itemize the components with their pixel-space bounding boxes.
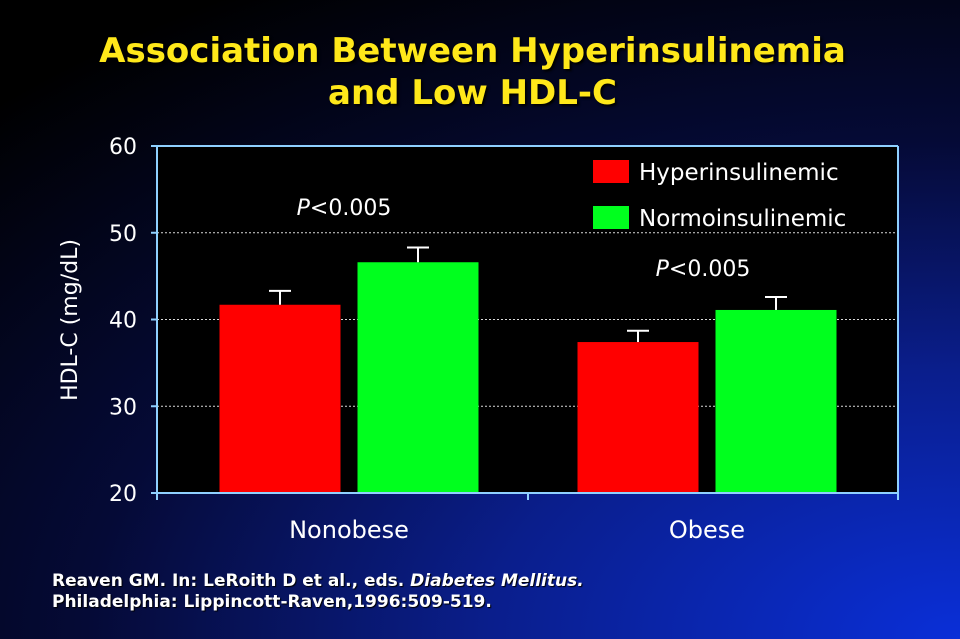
- y-tick-label: 50: [109, 222, 137, 247]
- legend-swatch: [593, 206, 629, 229]
- y-tick-label: 30: [109, 395, 137, 420]
- bar: [357, 262, 479, 493]
- citation-line-1: Reaven GM. In: LeRoith D et al., eds. Di…: [52, 571, 584, 592]
- legend-swatch: [593, 160, 629, 183]
- bar: [577, 342, 699, 493]
- bar: [219, 304, 341, 493]
- legend-label: Normoinsulinemic: [639, 206, 846, 232]
- citation-authors: Reaven GM. In: LeRoith D et al., eds.: [52, 571, 411, 591]
- title-line-1: Association Between Hyperinsulinemia: [99, 31, 846, 71]
- y-tick-label: 60: [109, 135, 137, 160]
- citation-book-title: Diabetes Mellitus.: [410, 571, 584, 591]
- p-value-annotation: P<0.005: [297, 196, 392, 221]
- y-axis-label: HDL-C (mg/dL): [58, 239, 83, 401]
- bar: [715, 309, 837, 493]
- title-line-2: and Low HDL-C: [328, 73, 617, 113]
- citation: Reaven GM. In: LeRoith D et al., eds. Di…: [52, 571, 584, 613]
- y-tick-label: 20: [109, 482, 137, 507]
- citation-line-2: Philadelphia: Lippincott-Raven,1996:509-…: [52, 592, 492, 612]
- category-label: Obese: [669, 516, 745, 544]
- category-label: Nonobese: [289, 516, 409, 544]
- y-tick-label: 40: [109, 309, 137, 334]
- legend-label: Hyperinsulinemic: [639, 160, 839, 186]
- p-value-annotation: P<0.005: [656, 257, 751, 282]
- chart-title: Association Between Hyperinsulinemia and…: [0, 30, 945, 114]
